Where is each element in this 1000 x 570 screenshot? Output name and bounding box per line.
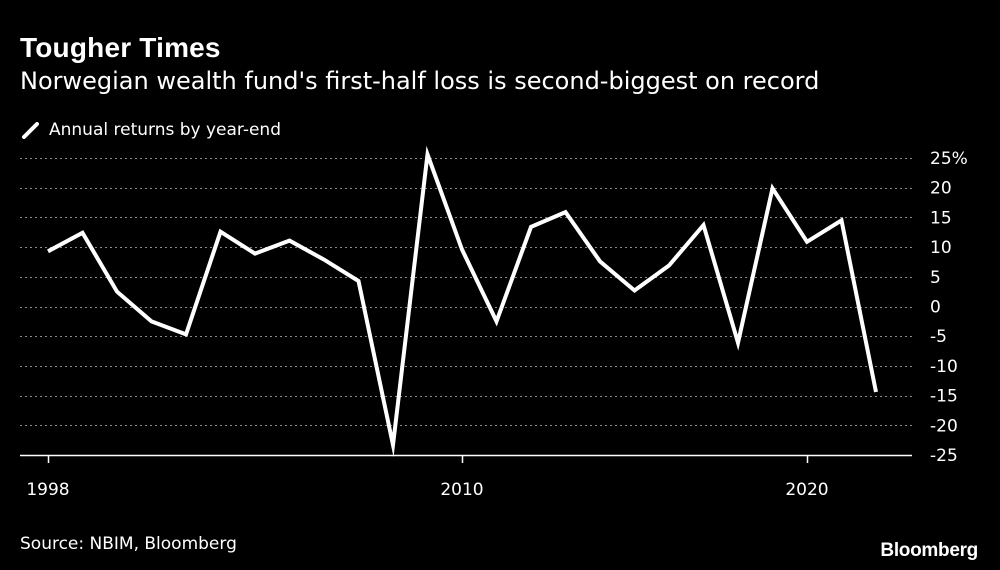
y-tick-label: 15 xyxy=(930,208,952,228)
x-tick-label: 2020 xyxy=(785,480,828,500)
x-axis: 1998 2010 2020 xyxy=(26,455,829,500)
y-tick-label: 20 xyxy=(930,179,952,199)
series-line xyxy=(47,145,878,458)
source-note: Source: NBIM, Bloomberg xyxy=(20,534,237,554)
y-tick-label: 25% xyxy=(930,149,968,169)
y-tick-label: -5 xyxy=(930,327,947,347)
line-swatch-icon xyxy=(22,121,39,139)
y-axis-tick-labels: 25% 20 15 10 5 0 -5 -10 -15 -20 -25 xyxy=(930,149,968,466)
chart-title: Tougher Times xyxy=(20,32,221,63)
y-tick-label: -20 xyxy=(930,416,958,436)
y-tick-label: 10 xyxy=(930,238,952,258)
y-tick-label: -10 xyxy=(930,357,958,377)
y-tick-label: -15 xyxy=(930,387,958,407)
x-tick-label: 2010 xyxy=(440,480,483,500)
grid-layer xyxy=(20,158,912,457)
y-tick-label: 5 xyxy=(930,268,941,288)
chart-subtitle: Norwegian wealth fund's first-half loss … xyxy=(20,67,820,95)
legend: Annual returns by year-end xyxy=(22,118,281,142)
bloomberg-logo: Bloomberg xyxy=(880,540,978,561)
y-tick-label: -25 xyxy=(930,446,958,466)
x-tick-label: 1998 xyxy=(26,480,69,500)
y-tick-label: 0 xyxy=(930,298,941,318)
legend-label: Annual returns by year-end xyxy=(49,120,281,140)
series-layer xyxy=(47,145,878,458)
